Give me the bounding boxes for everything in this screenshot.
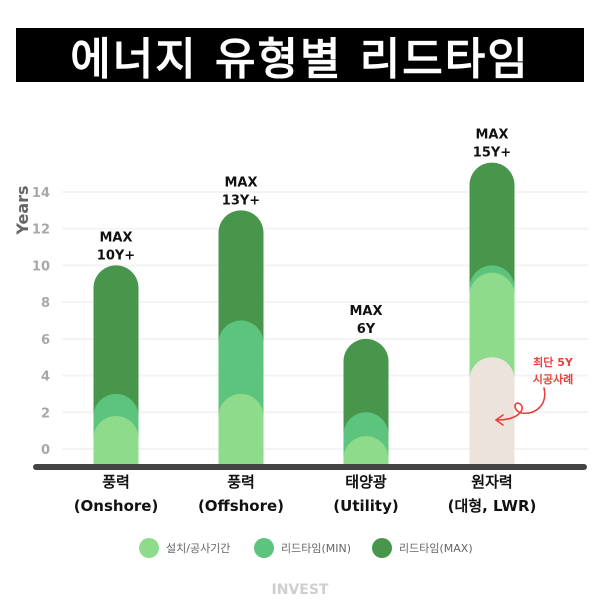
- bar-설치/공사기간: [343, 436, 389, 465]
- y-tick-label: 14: [32, 186, 50, 201]
- legend-label: 설치/공사기간: [166, 542, 230, 555]
- legend-swatch: [254, 538, 274, 558]
- y-tick-label: 10: [32, 259, 50, 274]
- bar-shortest-case: [469, 357, 515, 465]
- max-label-line2: 10Y+: [97, 248, 135, 263]
- category-label-line2: (Onshore): [74, 497, 159, 515]
- category-label-line1: 태양광: [345, 473, 387, 491]
- legend-swatch: [372, 538, 392, 558]
- bar-설치/공사기간: [218, 393, 264, 465]
- max-label-line1: MAX: [475, 128, 508, 143]
- title-banner: 에너지 유형별 리드타임: [16, 28, 584, 85]
- y-axis-label: Years: [13, 185, 32, 235]
- category-label-line2: (Utility): [333, 497, 398, 515]
- max-label-line2: 15Y+: [473, 146, 511, 161]
- legend-label: 리드타임(MIN): [281, 542, 351, 555]
- y-tick-label: 6: [41, 333, 50, 348]
- legend-swatch: [139, 538, 159, 558]
- category-label-line1: 풍력: [102, 473, 130, 491]
- bar-설치/공사기간: [93, 415, 139, 465]
- annotation-line2: 시공사례: [533, 372, 573, 386]
- y-tick-label: 0: [41, 443, 50, 458]
- max-label-line2: 6Y: [357, 322, 376, 337]
- y-tick-label: 8: [41, 296, 50, 311]
- annotation-arrow: [494, 387, 546, 426]
- footer-watermark: INVEST: [272, 582, 329, 598]
- annotation-line1: 최단 5Y: [533, 355, 574, 369]
- category-label-line1: 풍력: [227, 473, 255, 491]
- max-label-line1: MAX: [224, 175, 257, 190]
- category-label-line1: 원자력: [471, 473, 512, 491]
- y-tick-label: 4: [41, 370, 50, 385]
- category-label-line2: (대형, LWR): [448, 497, 537, 515]
- max-label-line2: 13Y+: [222, 193, 260, 208]
- category-label-line2: (Offshore): [198, 497, 284, 515]
- max-label-line1: MAX: [349, 304, 382, 319]
- y-tick-label: 2: [41, 406, 50, 421]
- chart-title: 에너지 유형별 리드타임: [70, 34, 530, 85]
- max-label-line1: MAX: [99, 230, 132, 245]
- y-tick-label: 12: [32, 223, 50, 238]
- legend: 설치/공사기간 리드타임(MIN) 리드타임(MAX): [139, 538, 473, 558]
- legend-label: 리드타임(MAX): [399, 542, 473, 555]
